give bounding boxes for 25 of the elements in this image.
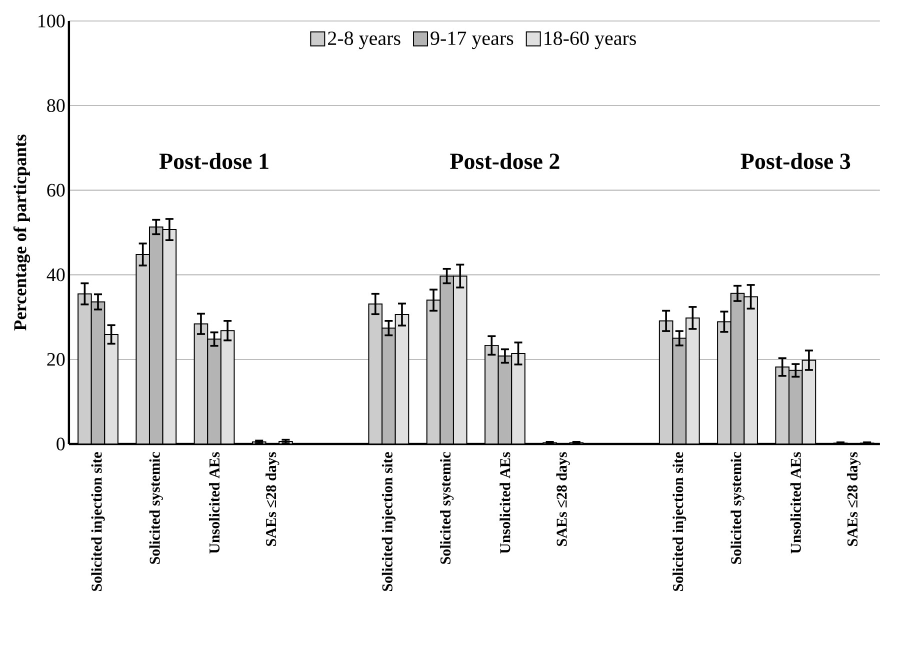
x-tick-label: Solicited injection site [382,452,396,591]
x-tick-label: SAEs ≤28 days [846,452,861,546]
legend-label: 2-8 years [328,32,400,50]
legend-label: 18-60 years [544,32,636,50]
y-tick-label: 40 [46,268,65,282]
x-tick-label: Solicited injection site [672,452,686,591]
annotation: Post-dose 2 [450,152,560,170]
annotation: Post-dose 3 [740,152,850,170]
x-tick-label: Solicited systemic [440,452,454,564]
x-tick-label: Solicited systemic [149,452,163,564]
legend-label: 9-17 years [430,32,514,50]
y-tick-label: 80 [47,99,65,112]
y-tick-label: 100 [38,14,65,28]
x-tick-label: Unsolicited AEs [500,452,510,554]
y-axis-title: Percentage of particpants [13,134,30,330]
x-tick-label: Solicited systemic [730,452,744,564]
y-tick-label: 0 [56,438,65,450]
x-tick-label: Solicited injection site [91,452,105,591]
x-tick-label: SAEs ≤28 days [556,452,570,546]
y-tick-label: 60 [47,184,65,197]
x-tick-label: Unsolicited AEs [790,452,801,554]
y-tick-label: 20 [47,352,65,366]
annotation: Post-dose 1 [159,152,268,170]
x-tick-label: SAEs ≤28 days [266,452,280,546]
x-tick-label: Unsolicited AEs [209,452,220,554]
